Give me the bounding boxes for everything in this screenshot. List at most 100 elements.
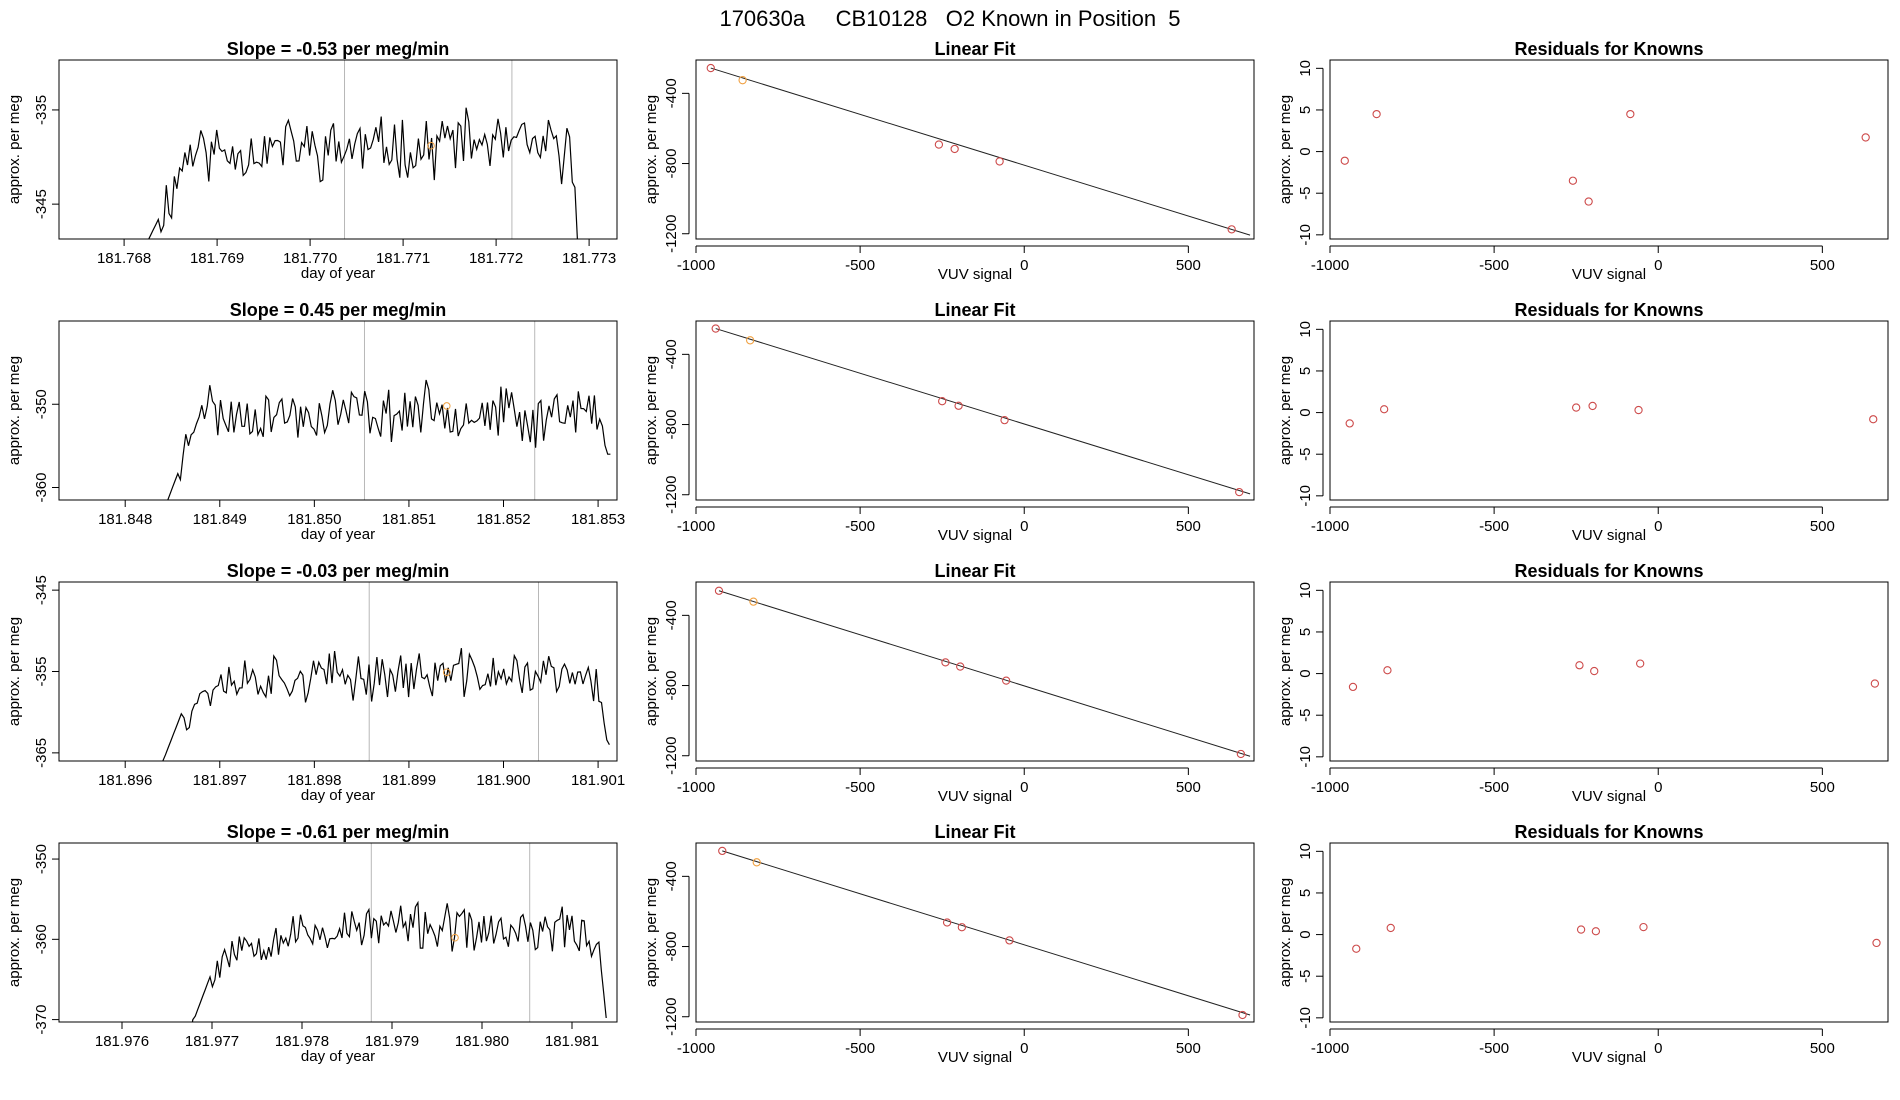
x-tick-label: 181.979	[365, 1033, 419, 1050]
data-point	[995, 157, 1004, 166]
x-tick-label: 181.899	[382, 772, 436, 789]
y-tick-label: -370	[33, 1005, 50, 1035]
x-tick-label: 181.897	[193, 772, 247, 789]
highlight-point	[746, 336, 755, 345]
data-point	[1340, 156, 1349, 165]
x-tick-label: 500	[1810, 257, 1835, 274]
y-tick-label: -800	[663, 671, 680, 701]
plot-frame	[58, 320, 618, 501]
data-point	[1372, 109, 1381, 119]
x-tick-label: 500	[1810, 779, 1835, 796]
data-point	[1584, 197, 1593, 206]
x-axis-label: VUV signal	[938, 266, 1012, 283]
y-tick-label: -335	[33, 95, 50, 125]
data-point	[1238, 1010, 1247, 1020]
data-point	[1572, 403, 1581, 412]
data-series-line	[167, 379, 611, 500]
y-axis-label: approx. per meg	[643, 617, 660, 726]
plot-frame	[695, 581, 1255, 762]
y-tick-label: -400	[663, 861, 680, 891]
data-point	[1576, 925, 1586, 934]
panel-title: Linear Fit	[934, 39, 1015, 59]
y-tick-label: 5	[1297, 106, 1314, 114]
y-tick-label: 0	[1297, 669, 1314, 677]
plot-frame	[58, 581, 618, 762]
x-tick-label: 181.772	[469, 250, 523, 267]
data-point	[1639, 922, 1648, 932]
data-point	[1872, 938, 1881, 948]
y-tick-label: 5	[1297, 367, 1314, 375]
data-point	[1227, 225, 1236, 234]
panel: Linear Fit -1000 -500 0 500 VUV signal -400 -80…	[643, 822, 1255, 1066]
x-tick-label: 500	[1810, 1040, 1835, 1057]
x-tick-label: -500	[845, 257, 875, 274]
x-tick-label: 181.900	[476, 772, 530, 789]
plot-frame	[1329, 842, 1889, 1023]
data-point	[1352, 944, 1361, 953]
plot-area	[162, 582, 610, 761]
x-tick-label: 181.980	[455, 1033, 509, 1050]
plot-frame	[58, 842, 618, 1023]
figure-title: 170630a CB10128 O2 Known in Position 5	[719, 6, 1180, 31]
plot-frame	[695, 320, 1255, 501]
y-tick-label: -345	[33, 575, 50, 605]
plot-frame	[1329, 59, 1889, 240]
x-tick-label: 181.981	[545, 1033, 599, 1050]
panel: Slope = -0.61 per meg/min 181.976 181.977 1…	[6, 822, 618, 1065]
plot-area	[191, 843, 607, 1022]
y-tick-label: -5	[1297, 187, 1314, 200]
y-tick-label: -1200	[663, 737, 680, 775]
plot-frame	[695, 59, 1255, 240]
highlight-point	[451, 933, 459, 942]
x-tick-label: 0	[1654, 257, 1662, 274]
x-tick-label: 181.853	[571, 511, 625, 528]
panel-title: Residuals for Knowns	[1514, 561, 1703, 581]
data-point	[1869, 415, 1878, 424]
x-axis-label: day of year	[301, 1048, 375, 1065]
x-tick-label: 181.768	[97, 250, 151, 267]
y-tick-label: -5	[1297, 970, 1314, 983]
y-tick-label: 10	[1297, 321, 1314, 338]
y-tick-label: 5	[1297, 889, 1314, 897]
y-tick-label: -10	[1297, 224, 1314, 246]
data-point	[1588, 401, 1597, 411]
data-point	[938, 397, 947, 406]
x-tick-label: 500	[1176, 1040, 1201, 1057]
data-point	[714, 586, 724, 595]
x-tick-label: -1000	[677, 779, 715, 796]
data-point	[1380, 405, 1389, 414]
y-tick-label: -360	[33, 924, 50, 954]
y-tick-label: -400	[663, 600, 680, 630]
panel-title: Slope = 0.45 per meg/min	[230, 300, 447, 320]
plot-frame	[58, 59, 618, 240]
highlight-point	[442, 668, 451, 677]
panel: Residuals for Knowns -1000 -500 0 500 VUV sig…	[1277, 561, 1889, 805]
y-axis-label: approx. per meg	[643, 95, 660, 204]
x-tick-label: -500	[1479, 518, 1509, 535]
x-tick-label: -500	[845, 1040, 875, 1057]
data-point	[1236, 749, 1246, 759]
data-point	[941, 658, 950, 667]
data-point	[1626, 109, 1635, 119]
fit-line	[715, 328, 1251, 495]
y-tick-label: -350	[33, 844, 50, 874]
x-tick-label: -1000	[1311, 257, 1349, 274]
panel: Residuals for Knowns -1000 -500 0 500 VUV sig…	[1277, 822, 1889, 1066]
panel: Linear Fit -1000 -500 0 500 VUV signal -400 -80…	[643, 300, 1255, 544]
y-tick-label: -1200	[663, 998, 680, 1036]
y-tick-label: -355	[33, 656, 50, 686]
panel-title: Linear Fit	[934, 300, 1015, 320]
data-point	[1568, 176, 1578, 185]
y-axis-label: approx. per meg	[643, 356, 660, 465]
y-tick-label: -1200	[663, 476, 680, 514]
x-tick-label: 181.977	[185, 1033, 239, 1050]
data-point	[1005, 936, 1014, 945]
highlight-point	[427, 141, 435, 150]
data-series-line	[148, 107, 578, 239]
y-tick-label: 5	[1297, 628, 1314, 636]
x-tick-label: 500	[1176, 257, 1201, 274]
x-tick-label: 181.849	[193, 511, 247, 528]
x-tick-label: 500	[1176, 518, 1201, 535]
y-tick-label: 10	[1297, 582, 1314, 599]
